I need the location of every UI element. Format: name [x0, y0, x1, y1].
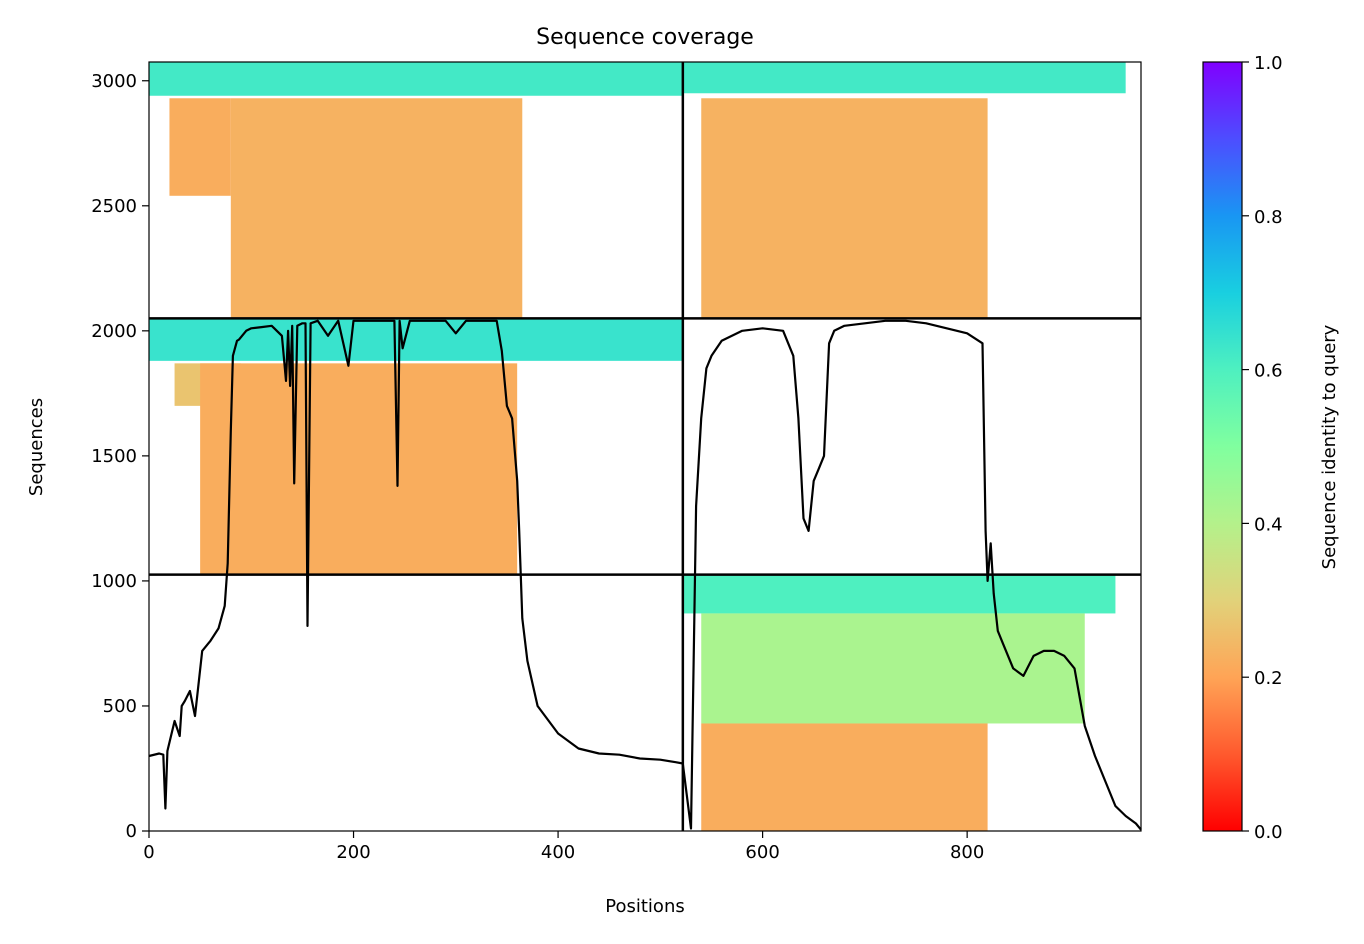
coverage-block-9	[701, 613, 1085, 724]
colorbar-label: Sequence identity to query	[1319, 324, 1340, 569]
colorbar-tick-label-2: 0.4	[1254, 514, 1283, 535]
colorbar-gradient	[1202, 61, 1243, 832]
y-tick-label-5: 2500	[91, 196, 137, 217]
y-tick-label-1: 500	[103, 696, 137, 717]
coverage-block-8	[682, 574, 1116, 614]
y-tick-label-0: 0	[126, 821, 137, 842]
y-tick-label-2: 1000	[91, 571, 137, 592]
colorbar-tick-label-0: 0.0	[1254, 822, 1283, 843]
x-tick-label-2: 400	[541, 842, 575, 863]
coverage-block-0	[149, 62, 683, 96]
coverage-block-2	[230, 98, 523, 319]
colorbar-tick-label-1: 0.2	[1254, 668, 1283, 689]
x-tick-label-0: 0	[143, 842, 154, 863]
coverage-block-5	[149, 318, 683, 361]
coverage-block-3	[682, 62, 1126, 94]
plot-area: 0 200 400 600 800 0 500 1000 1500 2000 2500 3000	[91, 61, 1142, 863]
colorbar-tick-label-3: 0.6	[1254, 361, 1283, 382]
coverage-line	[148, 319, 1142, 831]
y-axis-label: Sequences	[26, 398, 47, 496]
x-tick-label-4: 800	[950, 842, 984, 863]
y-tick-label-3: 1500	[91, 446, 137, 467]
x-axis-label: Positions	[605, 896, 684, 917]
colorbar: 0.0 0.2 0.4 0.6 0.8 1.0	[1202, 53, 1283, 843]
coverage-block-7	[200, 363, 518, 575]
coverage-block-10	[701, 723, 988, 831]
plot-frame	[148, 61, 1142, 832]
coverage-block-1	[169, 98, 231, 196]
colorbar-tick-label-4: 0.8	[1254, 207, 1283, 228]
x-tick-label-3: 600	[745, 842, 779, 863]
y-tick-label-6: 3000	[91, 71, 137, 92]
chart-title: Sequence coverage	[536, 25, 754, 50]
coverage-block-4	[701, 98, 988, 319]
colorbar-tick-label-5: 1.0	[1254, 53, 1283, 74]
y-tick-label-4: 2000	[91, 321, 137, 342]
x-tick-label-1: 200	[336, 842, 370, 863]
